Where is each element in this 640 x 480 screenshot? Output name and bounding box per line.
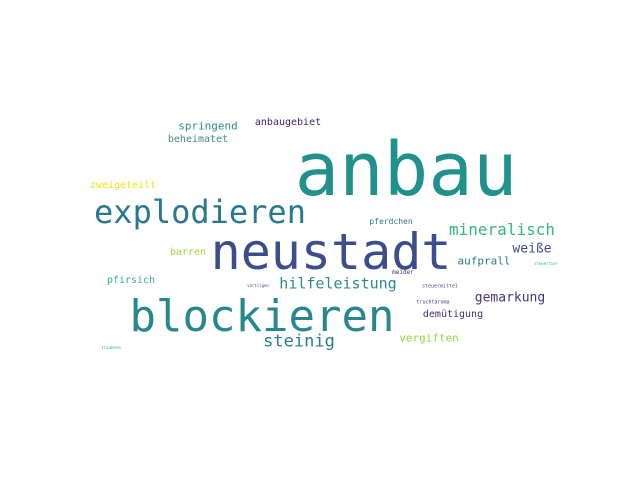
- word-aufprall: aufprall: [457, 254, 511, 268]
- word-gemarkung: gemarkung: [474, 290, 546, 306]
- word-demutigung: demütigung: [422, 309, 484, 320]
- word-anbaugebiet: anbaugebiet: [254, 117, 322, 128]
- word-weisse: weiße: [512, 241, 552, 257]
- word-pferdchen: pferdchen: [369, 217, 413, 226]
- word-explodieren: explodieren: [94, 193, 306, 231]
- word-hilfeleistung: hilfeleistung: [279, 274, 397, 293]
- word-barren: barren: [169, 247, 207, 258]
- word-vertilgen: vertilgen: [247, 283, 269, 288]
- word-anbau: anbau: [294, 127, 518, 213]
- word-blockieren: blockieren: [129, 291, 395, 342]
- word-steuertier: steuertier: [533, 261, 559, 266]
- word-truchtaroma: truchtaroma: [416, 299, 450, 306]
- word-springend: springend: [178, 119, 238, 133]
- word-beheimatet: beheimatet: [167, 134, 229, 145]
- word-traubenm: traubenm: [101, 345, 121, 350]
- word-mineralisch: mineralisch: [449, 220, 555, 239]
- word-meider: meider: [392, 269, 414, 276]
- word-zweigeteilt: zweigeteilt: [89, 180, 157, 191]
- word-vergiften: vergiften: [399, 331, 459, 345]
- word-neustadt: neustadt: [210, 223, 452, 281]
- word-steuermittel: steuermittel: [421, 283, 459, 290]
- word-pfirsich: pfirsich: [106, 275, 156, 286]
- word-steinig: steinig: [263, 331, 335, 352]
